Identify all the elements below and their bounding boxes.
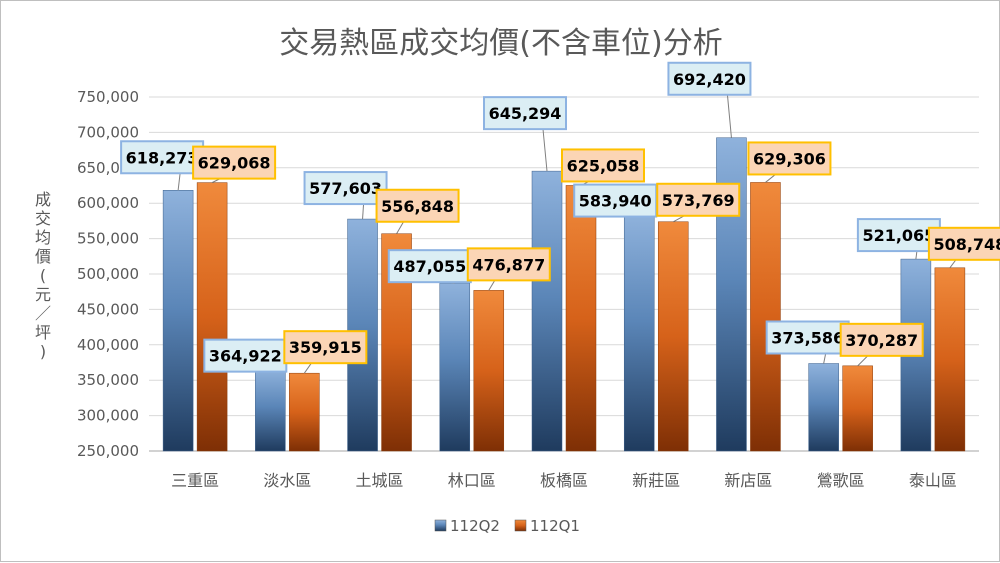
y-axis-title: 成交均價(元／坪)	[35, 190, 51, 361]
bar	[531, 170, 563, 452]
legend-swatch	[514, 519, 527, 532]
leader-line	[542, 129, 548, 172]
leader-line	[765, 174, 776, 183]
data-label: 625,058	[567, 156, 640, 175]
data-label-box	[192, 145, 277, 180]
leader-line	[488, 280, 496, 291]
y-axis-title-char: ／	[35, 304, 51, 323]
data-label: 618,273	[126, 148, 199, 167]
data-label: 476,877	[472, 255, 545, 274]
data-label: 583,940	[579, 192, 652, 211]
data-label: 645,294	[489, 104, 562, 123]
leader-line	[362, 204, 365, 220]
legend-swatch	[434, 519, 447, 532]
x-tick-label: 新莊區	[632, 471, 680, 490]
leader-line	[396, 221, 404, 235]
data-label: 629,306	[753, 149, 826, 168]
data-label-box	[839, 322, 924, 357]
y-tick-label: 450,000	[77, 300, 139, 318]
y-tick-label: 250,000	[77, 442, 139, 460]
bar	[750, 182, 781, 452]
data-label: 629,068	[198, 154, 271, 173]
data-label: 556,848	[381, 197, 454, 216]
axes: 250,000 300,000 350,000 400,000 450,000 500,0…	[77, 88, 979, 490]
data-label-box	[303, 171, 388, 206]
y-tick-label: 700,000	[77, 123, 139, 141]
y-axis-title-char: 均	[35, 228, 51, 247]
bar	[473, 290, 505, 452]
bar	[565, 185, 597, 452]
data-label-box	[747, 141, 832, 176]
y-tick-label: 400,000	[77, 336, 139, 354]
leader-line	[177, 173, 181, 191]
data-label: 573,769	[662, 191, 735, 210]
data-label-box	[375, 188, 460, 223]
legend: 112Q2 112Q1	[434, 517, 580, 535]
data-label-box	[927, 226, 1000, 261]
bar	[623, 214, 655, 452]
data-label: 359,915	[289, 338, 362, 357]
y-tick-label: 750,000	[77, 88, 139, 106]
bars	[162, 137, 966, 452]
bar	[255, 369, 286, 452]
y-axis-title-char: 價	[35, 247, 51, 266]
y-axis-title-char: 成	[35, 190, 51, 209]
bar	[162, 190, 194, 452]
bar	[196, 182, 228, 452]
data-label-box	[387, 249, 472, 284]
data-label: 370,287	[845, 331, 918, 350]
leader-line	[915, 251, 918, 260]
leader-line	[823, 353, 827, 364]
data-label: 577,603	[309, 179, 382, 198]
legend-label: 112Q2	[450, 517, 500, 535]
data-label: 692,420	[673, 70, 746, 89]
y-axis-title-char: )	[40, 342, 46, 361]
y-tick-label: 600,000	[77, 194, 139, 212]
x-tick-label: 泰山區	[909, 471, 957, 490]
leader-line	[726, 94, 732, 138]
leader-line	[303, 362, 312, 374]
x-tick-label: 三重區	[171, 471, 219, 490]
x-tick-label: 新店區	[724, 471, 772, 490]
data-label-box	[656, 182, 741, 217]
data-label-box	[283, 330, 368, 365]
data-label: 373,586	[771, 329, 844, 348]
data-label-box	[483, 96, 567, 131]
data-label-box	[561, 148, 645, 183]
data-label-box	[466, 247, 551, 282]
x-tick-label: 鶯歌區	[817, 471, 865, 490]
y-tick-label: 300,000	[77, 407, 139, 425]
chart-title: 交易熱區成交均價(不含車位)分析	[279, 26, 722, 61]
data-label: 508,748	[933, 235, 1000, 254]
bar	[657, 221, 689, 452]
data-label: 364,922	[209, 347, 282, 366]
bar	[934, 267, 966, 452]
bar	[439, 282, 471, 452]
bar	[842, 365, 873, 452]
y-axis-title-char: (	[40, 266, 46, 285]
x-tick-label: 林口區	[448, 471, 496, 490]
legend-label: 112Q1	[530, 517, 580, 535]
y-tick-label: 500,000	[77, 265, 139, 283]
y-tick-label: 550,000	[77, 230, 139, 248]
y-axis-title-char: 交	[35, 209, 51, 228]
x-tick-label: 淡水區	[263, 471, 311, 490]
data-label: 521,065	[862, 226, 935, 245]
data-label: 487,055	[393, 257, 466, 276]
data-labels: 618,273 629,068 364,922 359,915 577,603556,8…	[120, 61, 1000, 373]
leader-line	[857, 355, 869, 367]
bar	[289, 372, 320, 452]
y-axis-title-char: 元	[35, 285, 51, 304]
leader-line	[949, 259, 957, 269]
data-label-box	[573, 183, 658, 218]
x-tick-label: 土城區	[356, 471, 404, 490]
data-label-box	[667, 61, 752, 96]
x-tick-label: 板橋區	[540, 471, 588, 490]
y-tick-label: 350,000	[77, 371, 139, 389]
bar	[808, 363, 839, 452]
y-axis-title-char: 坪	[35, 323, 51, 342]
